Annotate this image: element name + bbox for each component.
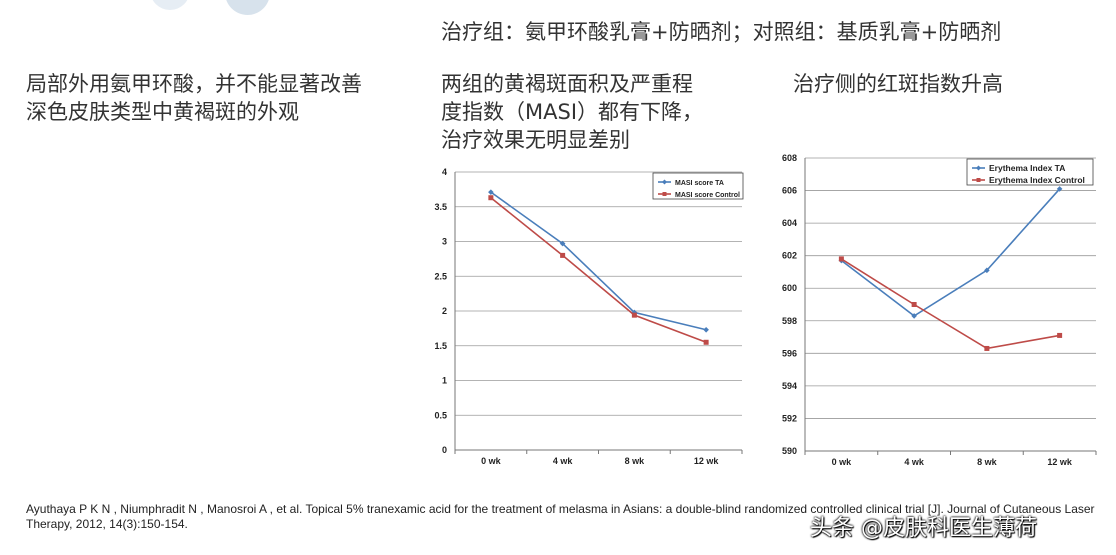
x-tick-label: 8 wk — [977, 457, 998, 467]
y-tick-label: 604 — [782, 218, 797, 228]
legend-marker — [976, 165, 981, 171]
finding-no-significant-improvement: 局部外用氨甲环酸，并不能显著改善 深色皮肤类型中黄褐斑的外观 — [26, 70, 426, 126]
series-line — [490, 197, 707, 344]
y-tick-label: 3.5 — [434, 202, 447, 212]
watermark: 头条 @皮肤科医生薄荷 — [810, 516, 1037, 541]
y-tick-label: 594 — [782, 381, 797, 391]
x-tick-label: 12 wk — [1047, 457, 1073, 467]
legend-label: MASI score TA — [675, 180, 724, 187]
masi-score-chart: 0 0.5 1 1.5 2 2.5 3 3.5 4 0 wk 4 wk 8 wk 12 wk MASI s… — [434, 167, 744, 466]
data-point — [1056, 186, 1063, 192]
y-tick-label: 598 — [782, 316, 797, 326]
y-tick-label: 1 — [442, 376, 447, 386]
data-point — [488, 189, 494, 195]
data-point — [560, 252, 566, 258]
legend-marker — [662, 179, 667, 185]
legend-label: Erythema Index Control — [989, 175, 1085, 185]
decorative-circle — [225, 0, 270, 15]
y-tick-label: 608 — [782, 153, 797, 163]
decorative-circle — [150, 0, 190, 10]
x-tick-label: 0 wk — [481, 456, 502, 466]
text-line: 局部外用氨甲环酸，并不能显著改善 — [26, 72, 362, 96]
text-line: 度指数（MASI）都有下降， — [441, 100, 704, 124]
y-tick-label: 2.5 — [434, 271, 447, 281]
legend-label: Erythema Index TA — [989, 163, 1065, 173]
x-tick-label: 12 wk — [694, 456, 720, 466]
legend-label: MASI score Control — [675, 192, 740, 199]
y-tick-label: 602 — [782, 251, 797, 261]
series-line — [840, 188, 1061, 317]
text-line: 治疗效果无明显差别 — [441, 128, 630, 152]
data-point — [1057, 332, 1063, 338]
y-tick-label: 3 — [442, 237, 447, 247]
data-point — [488, 195, 494, 201]
y-tick-label: 596 — [782, 348, 797, 358]
x-tick-label: 8 wk — [625, 456, 646, 466]
erythema-index-chart: 590 592 594 596 598 600 602 604 606 608 0 wk 4 wk 8 … — [782, 153, 1097, 467]
text-line: 深色皮肤类型中黄褐斑的外观 — [26, 100, 299, 124]
x-tick-label: 4 wk — [553, 456, 574, 466]
y-tick-label: 1.5 — [434, 341, 447, 351]
legend-marker — [662, 192, 667, 196]
text-line: 治疗侧的红斑指数升高 — [793, 72, 1003, 96]
group-description: 治疗组：氨甲环酸乳膏+防晒剂；对照组：基质乳膏+防晒剂 — [441, 20, 1002, 44]
data-point — [911, 302, 917, 307]
y-tick-label: 600 — [782, 283, 797, 293]
finding-erythema-increase: 治疗侧的红斑指数升高 — [793, 70, 1093, 98]
y-tick-label: 4 — [442, 167, 447, 177]
data-point — [703, 339, 709, 345]
y-tick-label: 0 — [442, 445, 447, 455]
y-tick-label: 590 — [782, 446, 797, 456]
finding-masi-decrease: 两组的黄褐斑面积及严重程 度指数（MASI）都有下降， 治疗效果无明显差别 — [441, 70, 761, 154]
x-tick-label: 0 wk — [832, 457, 853, 467]
x-tick-label: 4 wk — [904, 457, 925, 467]
y-tick-label: 606 — [782, 186, 797, 196]
y-tick-label: 2 — [442, 306, 447, 316]
data-point — [703, 326, 709, 333]
text-line: 两组的黄褐斑面积及严重程 — [441, 72, 693, 96]
series-line — [490, 191, 707, 331]
legend-box — [966, 158, 1094, 186]
series-line — [840, 258, 1060, 350]
legend-marker — [976, 178, 981, 182]
y-tick-label: 592 — [782, 413, 797, 423]
data-point — [984, 345, 990, 351]
data-point — [631, 312, 637, 318]
y-tick-label: 0.5 — [434, 410, 447, 420]
reference-citation: Ayuthaya P K N , Niumphradit N , Manosro… — [26, 502, 1095, 531]
data-point — [838, 256, 844, 262]
